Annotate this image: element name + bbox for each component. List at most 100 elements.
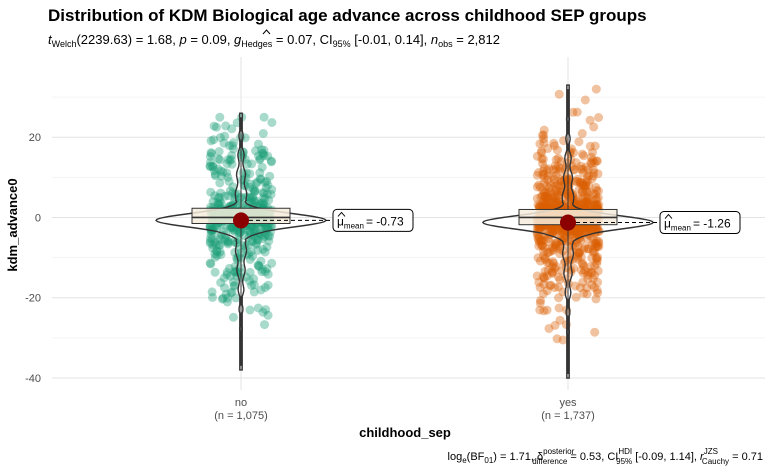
data-point: [259, 112, 269, 122]
data-point: [579, 151, 589, 161]
data-point: [588, 171, 598, 181]
data-point: [547, 269, 557, 278]
data-point: [243, 240, 253, 250]
data-point: [227, 223, 237, 233]
data-point: [588, 247, 598, 257]
data-point: [588, 233, 598, 243]
data-point: [539, 163, 549, 173]
data-point: [574, 226, 584, 236]
data-point: [213, 232, 223, 242]
data-point: [259, 200, 269, 210]
data-point: [581, 180, 590, 190]
data-point: [583, 199, 592, 209]
data-point: [553, 190, 563, 200]
data-point: [534, 202, 544, 212]
data-point: [572, 250, 582, 260]
data-point: [258, 188, 268, 198]
data-point: [582, 223, 592, 233]
data-point: [214, 200, 224, 210]
data-point: [560, 233, 570, 242]
data-point: [215, 197, 225, 207]
data-point: [581, 162, 591, 172]
data-point: [230, 247, 240, 257]
data-point: [592, 242, 602, 251]
data-point: [237, 200, 247, 210]
data-point: [594, 200, 604, 210]
data-point: [594, 113, 604, 122]
data-point: [548, 172, 558, 181]
data-point: [255, 154, 265, 164]
data-point: [548, 227, 558, 236]
data-point: [593, 252, 603, 262]
data-point: [577, 223, 587, 233]
data-point: [210, 267, 220, 277]
y-axis-title: kdm_advance0: [5, 178, 20, 271]
x-axis-ticks: no(n = 1,075) yes(n = 1,737): [214, 397, 595, 422]
data-point: [556, 156, 566, 166]
data-point: [540, 255, 550, 265]
data-point: [591, 224, 600, 234]
x-tick-label: yes: [559, 397, 577, 409]
data-point: [562, 196, 572, 206]
mean-marker: [560, 214, 576, 231]
data-point: [549, 196, 559, 206]
data-point: [570, 227, 580, 237]
data-point: [224, 237, 234, 247]
data-point: [539, 138, 549, 148]
data-point: [592, 200, 602, 210]
data-point: [548, 226, 558, 236]
data-point: [592, 285, 602, 295]
data-point: [593, 186, 603, 196]
data-point: [539, 251, 548, 261]
data-point: [222, 159, 232, 169]
data-point: [535, 201, 545, 211]
data-point: [577, 180, 587, 190]
data-point: [576, 198, 586, 208]
data-point: [248, 251, 257, 261]
data-point: [577, 258, 587, 268]
data-point: [227, 141, 237, 151]
data-point: [535, 283, 545, 292]
data-point: [593, 266, 603, 276]
data-point: [568, 191, 578, 201]
data-point: [594, 238, 604, 248]
data-point: [212, 223, 222, 233]
data-point: [210, 169, 220, 179]
data-point: [205, 161, 215, 171]
data-point: [258, 198, 268, 208]
data-point: [217, 294, 227, 304]
data-point: [223, 239, 233, 249]
data-point: [550, 283, 560, 293]
data-point: [245, 254, 255, 264]
data-point: [587, 280, 597, 290]
data-point: [573, 225, 583, 235]
data-point: [587, 159, 597, 169]
data-point: [583, 175, 592, 185]
data-point: [537, 241, 547, 251]
data-point: [535, 298, 545, 308]
data-point: [256, 198, 266, 208]
data-point: [245, 305, 255, 315]
data-point: [555, 315, 565, 325]
data-point: [230, 226, 240, 236]
data-point: [562, 188, 572, 198]
data-point: [552, 198, 562, 208]
data-point: [545, 237, 555, 247]
data-point: [213, 193, 223, 203]
data-point: [591, 242, 601, 252]
data-point: [589, 199, 599, 209]
data-point: [248, 192, 257, 202]
data-point: [266, 189, 276, 199]
data-point: [225, 155, 235, 165]
data-point: [591, 238, 601, 248]
data-point: [215, 178, 225, 188]
data-point: [249, 280, 259, 290]
data-point: [208, 162, 218, 172]
data-point: [582, 198, 592, 208]
data-point: [586, 152, 596, 162]
data-point: [576, 227, 586, 236]
data-point: [209, 135, 219, 145]
data-point: [592, 254, 602, 264]
data-point: [260, 247, 270, 257]
data-point: [537, 236, 547, 245]
